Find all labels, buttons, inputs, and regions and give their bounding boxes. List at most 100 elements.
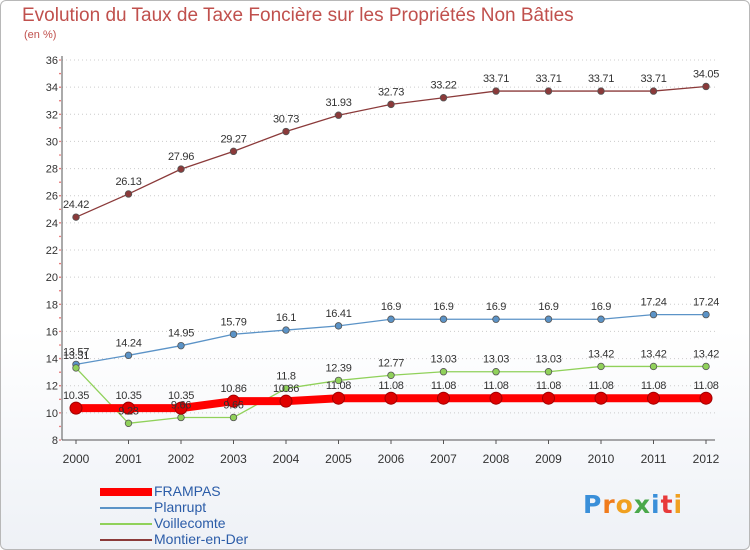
- data-label: 11.08: [588, 380, 613, 392]
- y-minor-tick: [59, 371, 61, 373]
- data-point: [492, 315, 500, 323]
- data-point: [439, 315, 448, 323]
- data-label: 32.73: [378, 86, 404, 98]
- legend-swatch: [100, 539, 152, 541]
- chart-title: Evolution du Taux de Taxe Foncière sur l…: [22, 5, 574, 26]
- data-label: 11.08: [483, 380, 508, 392]
- y-minor-tick: [59, 72, 61, 75]
- y-tick-label: 20: [46, 272, 58, 284]
- data-point: [282, 326, 290, 334]
- x-tick-label: 2007: [430, 452, 457, 466]
- data-point: [544, 87, 553, 95]
- y-tick-label: 8: [52, 435, 58, 447]
- data-point: [489, 391, 503, 405]
- data-label: 14.95: [168, 328, 194, 340]
- data-label: 33.71: [483, 73, 509, 85]
- data-point: [279, 394, 293, 408]
- data-label: 13.31: [63, 350, 89, 362]
- data-label: 13.42: [693, 348, 719, 360]
- y-minor-tick: [59, 222, 61, 224]
- data-point: [332, 391, 345, 405]
- y-minor-tick: [59, 439, 61, 441]
- data-label: 31.93: [325, 97, 351, 109]
- data-label: 33.71: [535, 73, 561, 85]
- x-tick-label: 2010: [588, 452, 615, 466]
- data-label: 11.08: [431, 380, 456, 392]
- data-label: 16.9: [433, 301, 453, 313]
- x-tick-label: 2008: [483, 452, 510, 466]
- data-label: 9.23: [118, 405, 138, 417]
- data-label: 11.08: [326, 380, 351, 392]
- y-minor-tick: [59, 289, 61, 292]
- data-point: [597, 315, 605, 323]
- y-minor-tick: [59, 384, 61, 387]
- y-minor-tick: [59, 86, 61, 88]
- x-tick-label: 2004: [273, 452, 300, 466]
- data-label: 16.9: [486, 301, 506, 313]
- data-point: [649, 310, 658, 319]
- data-label: 14.24: [115, 337, 141, 349]
- y-tick-label: 16: [46, 326, 58, 338]
- y-tick-label: 32: [46, 109, 58, 121]
- y-tick-label: 34: [46, 82, 58, 94]
- legend-label: Montier-en-Der: [154, 531, 249, 547]
- data-label: 11.08: [378, 380, 403, 392]
- data-point: [492, 368, 500, 376]
- data-label: 10.35: [168, 390, 194, 402]
- data-point: [124, 190, 133, 198]
- data-label: 16.1: [276, 312, 296, 324]
- y-minor-tick: [59, 127, 61, 129]
- data-point: [282, 127, 290, 136]
- data-point: [174, 401, 188, 415]
- unit-label: (en %): [24, 29, 57, 41]
- data-point: [177, 341, 185, 350]
- data-label: 16.9: [538, 301, 558, 313]
- y-tick-label: 14: [46, 354, 58, 366]
- data-point: [597, 87, 605, 95]
- data-point: [437, 391, 450, 405]
- data-label: 13.03: [483, 354, 509, 366]
- data-label: 16.9: [381, 301, 401, 313]
- data-point: [124, 351, 133, 360]
- data-label: 13.42: [640, 348, 666, 360]
- data-point: [387, 371, 395, 379]
- data-point: [439, 94, 448, 102]
- data-label: 10.35: [63, 390, 89, 402]
- data-point: [542, 391, 555, 405]
- data-label: 16.41: [325, 308, 351, 320]
- y-tick-label: 10: [46, 408, 58, 420]
- y-minor-tick: [59, 249, 61, 251]
- data-label: 33.22: [430, 80, 456, 92]
- data-label: 11.8: [276, 370, 296, 382]
- data-label: 12.39: [325, 362, 351, 374]
- data-point: [72, 364, 80, 372]
- data-point: [439, 368, 448, 376]
- y-minor-tick: [59, 235, 61, 238]
- data-point: [702, 82, 710, 91]
- data-label: 11.08: [693, 380, 718, 392]
- data-point: [334, 111, 343, 119]
- x-tick-label: 2000: [63, 452, 90, 466]
- y-tick-label: 24: [46, 218, 58, 230]
- data-point: [229, 413, 238, 422]
- data-label: 13.42: [588, 348, 614, 360]
- y-minor-tick: [59, 140, 61, 143]
- data-label: 17.24: [693, 297, 719, 309]
- data-point: [649, 87, 658, 95]
- data-label: 10.86: [273, 383, 299, 395]
- y-minor-tick: [59, 181, 61, 183]
- data-label: 27.96: [168, 151, 194, 163]
- data-point: [72, 213, 80, 221]
- y-minor-tick: [59, 412, 61, 414]
- y-minor-tick: [59, 99, 61, 102]
- data-point: [122, 401, 135, 415]
- y-tick-label: 18: [46, 299, 58, 311]
- legend-swatch: [100, 523, 152, 525]
- y-minor-tick: [59, 357, 61, 360]
- y-minor-tick: [59, 59, 61, 61]
- data-point: [69, 401, 83, 415]
- legend-label: Voillecomte: [154, 515, 226, 531]
- data-point: [492, 87, 500, 95]
- y-minor-tick: [59, 344, 61, 346]
